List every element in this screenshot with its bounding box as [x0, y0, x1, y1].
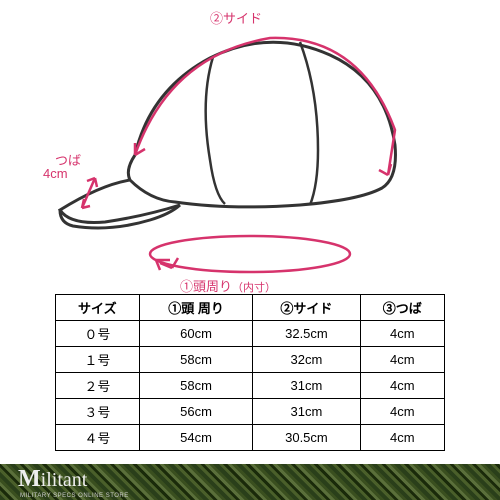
- table-row: ２号58cm31cm4cm: [56, 373, 445, 399]
- cap-diagram: ②サイド つば 4cm ①頭周り（内寸）: [0, 0, 500, 290]
- cap-svg: [0, 0, 500, 290]
- table-cell: 32cm: [253, 347, 360, 373]
- table-header-row: サイズ①頭 周り②サイド③つば: [56, 295, 445, 321]
- table-cell: ２号: [56, 373, 140, 399]
- table-cell: 56cm: [139, 399, 253, 425]
- table-cell: 54cm: [139, 425, 253, 451]
- brand-rest: ilitant: [41, 469, 88, 491]
- table-header-cell: ②サイド: [253, 295, 360, 321]
- table-cell: 4cm: [360, 399, 444, 425]
- cap-brim-bottom: [60, 205, 180, 228]
- table-cell: 4cm: [360, 373, 444, 399]
- cap-seam-2: [300, 42, 318, 205]
- cap-seam-1: [206, 57, 225, 204]
- table-cell: １号: [56, 347, 140, 373]
- table-row: １号58cm32cm4cm: [56, 347, 445, 373]
- footer-brand: Militant MILITARY SPECS ONLINE STORE: [18, 466, 129, 499]
- label-side: ②サイド: [210, 8, 262, 27]
- footer-subtitle: MILITARY SPECS ONLINE STORE: [20, 493, 129, 499]
- circumference-ellipse: [150, 236, 350, 272]
- table-cell: 4cm: [360, 425, 444, 451]
- table-cell: 31cm: [253, 373, 360, 399]
- table-header-cell: サイズ: [56, 295, 140, 321]
- table-row: ３号56cm31cm4cm: [56, 399, 445, 425]
- side-arc: [135, 38, 395, 175]
- label-brim-val: 4cm: [43, 166, 68, 181]
- table-cell: ０号: [56, 321, 140, 347]
- table-cell: 60cm: [139, 321, 253, 347]
- label-circumference: ①頭周り（内寸）: [180, 276, 276, 295]
- table-cell: 32.5cm: [253, 321, 360, 347]
- label-circ-text: ①頭周り: [180, 279, 232, 294]
- size-table: サイズ①頭 周り②サイド③つば ０号60cm32.5cm4cm１号58cm32c…: [55, 294, 445, 451]
- table-cell: 58cm: [139, 347, 253, 373]
- size-table-wrapper: サイズ①頭 周り②サイド③つば ０号60cm32.5cm4cm１号58cm32c…: [0, 294, 500, 451]
- table-cell: 58cm: [139, 373, 253, 399]
- table-cell: 4cm: [360, 321, 444, 347]
- table-header-cell: ③つば: [360, 295, 444, 321]
- table-row: ０号60cm32.5cm4cm: [56, 321, 445, 347]
- label-inner: （内寸）: [232, 282, 276, 294]
- table-cell: 30.5cm: [253, 425, 360, 451]
- table-row: ４号54cm30.5cm4cm: [56, 425, 445, 451]
- brand-first: M: [18, 466, 41, 492]
- table-cell: 31cm: [253, 399, 360, 425]
- table-cell: 4cm: [360, 347, 444, 373]
- table-header-cell: ①頭 周り: [139, 295, 253, 321]
- table-cell: ４号: [56, 425, 140, 451]
- footer-bar: Militant MILITARY SPECS ONLINE STORE: [0, 464, 500, 500]
- table-cell: ３号: [56, 399, 140, 425]
- table-body: ０号60cm32.5cm4cm１号58cm32cm4cm２号58cm31cm4c…: [56, 321, 445, 451]
